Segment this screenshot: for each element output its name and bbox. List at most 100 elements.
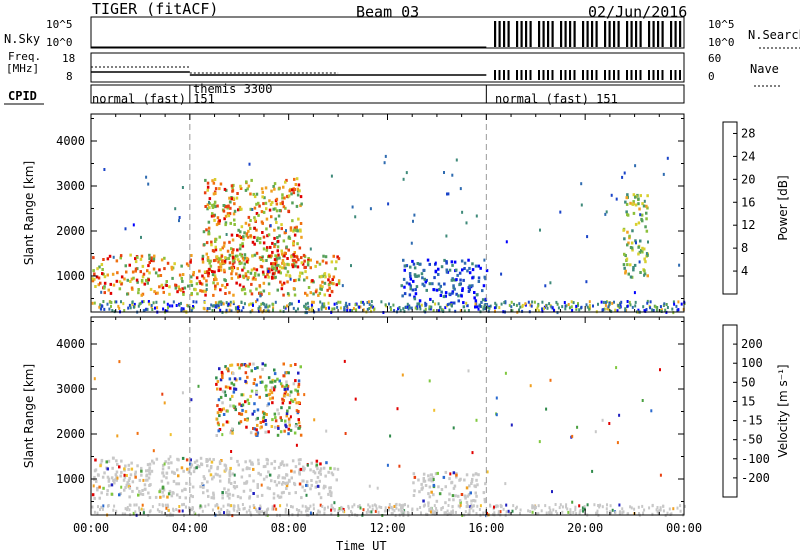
data-cell [248,495,252,499]
data-cell [266,273,269,277]
data-cell [465,505,468,509]
data-cell [531,300,534,304]
data-cell [433,504,436,508]
data-cell [260,493,264,497]
data-cell [223,268,226,272]
data-cell [191,485,195,489]
data-cell [293,254,296,258]
data-cell [275,209,279,213]
data-cell [402,277,406,281]
data-cell [100,505,103,509]
data-cell [149,483,152,487]
data-cell [281,193,284,197]
data-cell [375,507,378,511]
data-cell [245,425,248,429]
data-cell [204,289,207,293]
data-cell [420,482,423,486]
data-cell [432,300,434,304]
data-cell [403,309,406,313]
data-cell [238,260,241,264]
data-cell [230,363,234,367]
data-cell [280,249,283,253]
data-cell [292,382,296,386]
data-cell [324,474,327,478]
data-cell [511,309,514,313]
data-cell [294,264,297,268]
data-cell [605,210,608,214]
data-cell [563,301,566,304]
data-cell [369,207,372,211]
data-cell [230,276,234,280]
data-cell [312,292,315,296]
data-cell [152,259,155,263]
data-cell [291,459,295,463]
data-cell [184,496,187,500]
data-cell [224,223,227,227]
data-cell [266,246,269,250]
nsky-bar [516,21,519,47]
data-cell [309,487,312,491]
data-cell [164,503,167,507]
data-cell [659,368,661,372]
data-cell [328,293,332,297]
data-cell [241,244,245,248]
data-cell [629,303,632,307]
data-cell [225,301,228,305]
data-cell [321,305,324,309]
data-cell [203,270,207,274]
data-cell [442,295,446,299]
data-cell [265,248,269,252]
y-tick-label: 2000 [56,427,85,441]
x-tick-label: 08:00 [271,521,307,535]
data-cell [259,291,262,295]
data-cell [265,393,268,397]
data-cell [658,509,661,513]
data-cell [124,512,127,516]
data-cell [461,268,464,272]
data-cell [110,483,114,487]
data-cell [575,307,578,311]
data-cell [161,463,165,467]
data-cell [155,457,159,461]
data-cell [639,213,642,217]
data-cell [297,382,301,386]
data-cell [268,397,272,401]
data-cell [212,458,215,462]
data-cell [218,300,221,304]
data-cell [138,478,142,482]
freq-bar [635,70,637,80]
data-cell [248,467,251,471]
data-cell [430,305,433,309]
data-cell [624,307,627,311]
data-cell [344,432,347,435]
data-cell [388,302,390,306]
data-cell [317,509,320,513]
data-cell [221,376,224,380]
data-cell [277,475,280,479]
data-cell [199,485,202,489]
data-cell [152,461,155,465]
data-cell [551,490,553,494]
data-cell [158,503,161,507]
data-cell [465,221,468,225]
data-cell [418,490,421,494]
data-cell [632,193,636,197]
data-cell [477,307,480,311]
data-cell [208,200,210,204]
data-cell [286,270,290,274]
data-cell [274,254,277,258]
data-cell [328,490,332,493]
data-cell [119,254,123,258]
data-cell [267,507,270,511]
data-cell [414,288,417,292]
data-cell [608,422,611,425]
freq-bar [551,70,554,80]
data-cell [296,187,300,191]
data-cell [607,307,610,311]
data-cell [474,305,476,309]
data-cell [384,154,387,158]
freq-bar [516,70,518,80]
data-cell [221,401,224,405]
data-cell [476,293,479,297]
data-cell [317,471,321,475]
